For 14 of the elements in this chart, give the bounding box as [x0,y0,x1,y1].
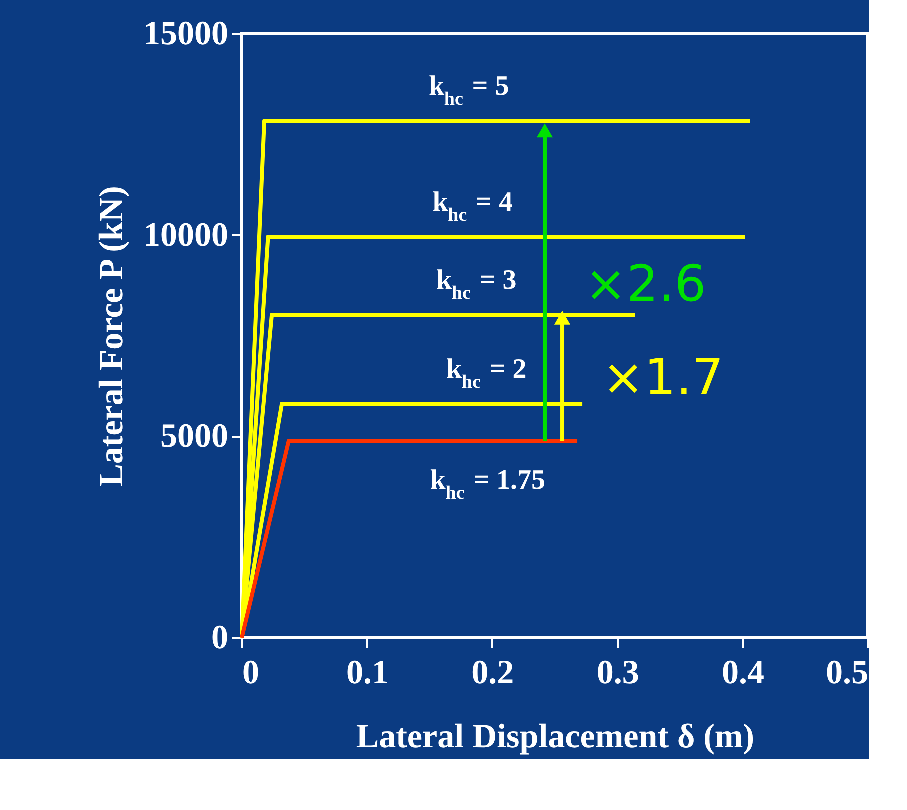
y-tick-label: 15000 [144,16,228,52]
x-tick-label: 0.3 [596,654,640,692]
y-tick-label: 0 [212,620,228,656]
x-tick-label: 0 [242,654,260,692]
x-tick-label: 0.5 [826,654,868,692]
x-tick-label: 0.2 [472,654,514,692]
y-axis-title: Lateral Force P (kN) [94,186,130,487]
annotation: ×1.7 [602,348,724,406]
x-tick-label: 0.1 [346,654,389,692]
y-tick-label: 10000 [144,216,228,254]
annotation: ×2.6 [584,254,706,313]
y-tick-label: 5000 [160,418,228,456]
x-axis-title: Lateral Displacement δ (m) [356,718,755,756]
x-tick-label: 0.4 [722,654,765,692]
